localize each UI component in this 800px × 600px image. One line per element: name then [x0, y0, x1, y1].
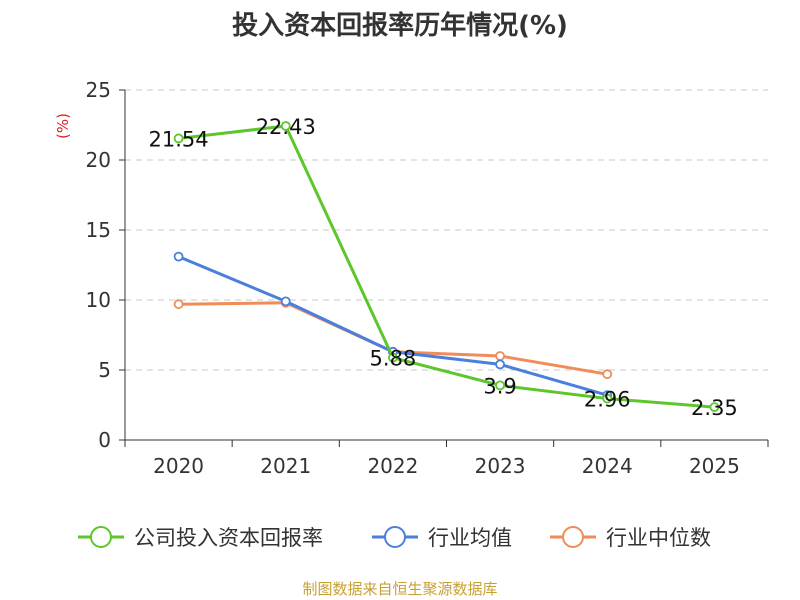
x-tick-label-2021: 2021: [260, 454, 311, 478]
y-axis-unit-label: (%): [54, 113, 72, 139]
x-tick-label-2025: 2025: [689, 454, 740, 478]
legend-marker-2: [562, 526, 584, 548]
x-tick-label-2020: 2020: [153, 454, 204, 478]
data-point-0-2022: [388, 352, 398, 363]
data-label-2021: 22.43: [256, 115, 316, 139]
data-label-2024: 2.96: [584, 388, 631, 412]
data-point-2-2023: [495, 351, 505, 361]
data-point-2-2020: [173, 299, 184, 310]
series-line-0: [178, 124, 715, 409]
y-tick-label-5: 5: [98, 358, 111, 382]
data-label-2022: 5.88: [370, 347, 417, 371]
x-tick-label-2022: 2022: [367, 454, 418, 478]
y-tick-label-15: 15: [86, 218, 111, 242]
y-tick-label-20: 20: [86, 148, 111, 172]
data-point-0-2020: [173, 133, 184, 144]
series-line-1: [178, 255, 608, 397]
chart-title: 投入资本回报率历年情况(%): [232, 10, 568, 41]
x-tick-label-2023: 2023: [475, 454, 526, 478]
data-point-1-2023: [495, 359, 505, 370]
data-labels: 21.54 22.43 5.88 3.9 2.96 2.35: [149, 115, 738, 420]
legend-marker-0: [90, 526, 112, 548]
y-tick-label-0: 0: [98, 428, 111, 452]
data-point-1-2020: [173, 251, 184, 262]
data-point-0-2024: [602, 393, 613, 404]
data-point-0-2025: [709, 402, 720, 413]
source-note: 制图数据来自恒生聚源数据库: [302, 580, 497, 598]
y-tick-label-10: 10: [86, 288, 111, 312]
y-tick-label-25: 25: [86, 78, 111, 102]
data-point-1-2021: [280, 296, 291, 307]
data-label-2023: 3.9: [483, 374, 516, 398]
legend-label-1: 行业均值: [428, 526, 512, 550]
series-lines: [173, 121, 720, 413]
legend: 公司投入资本回报率 行业均值 行业中位数: [78, 526, 711, 550]
data-point-0-2021: [280, 121, 291, 131]
data-point-0-2023: [495, 380, 505, 391]
legend-label-2: 行业中位数: [606, 526, 711, 550]
legend-label-0: 公司投入资本回报率: [134, 526, 323, 550]
data-label-2020: 21.54: [149, 127, 209, 151]
data-point-2-2024: [602, 369, 613, 380]
legend-marker-1: [384, 526, 406, 548]
data-label-2025: 2.35: [691, 396, 738, 420]
x-tick-label-2024: 2024: [582, 454, 633, 478]
